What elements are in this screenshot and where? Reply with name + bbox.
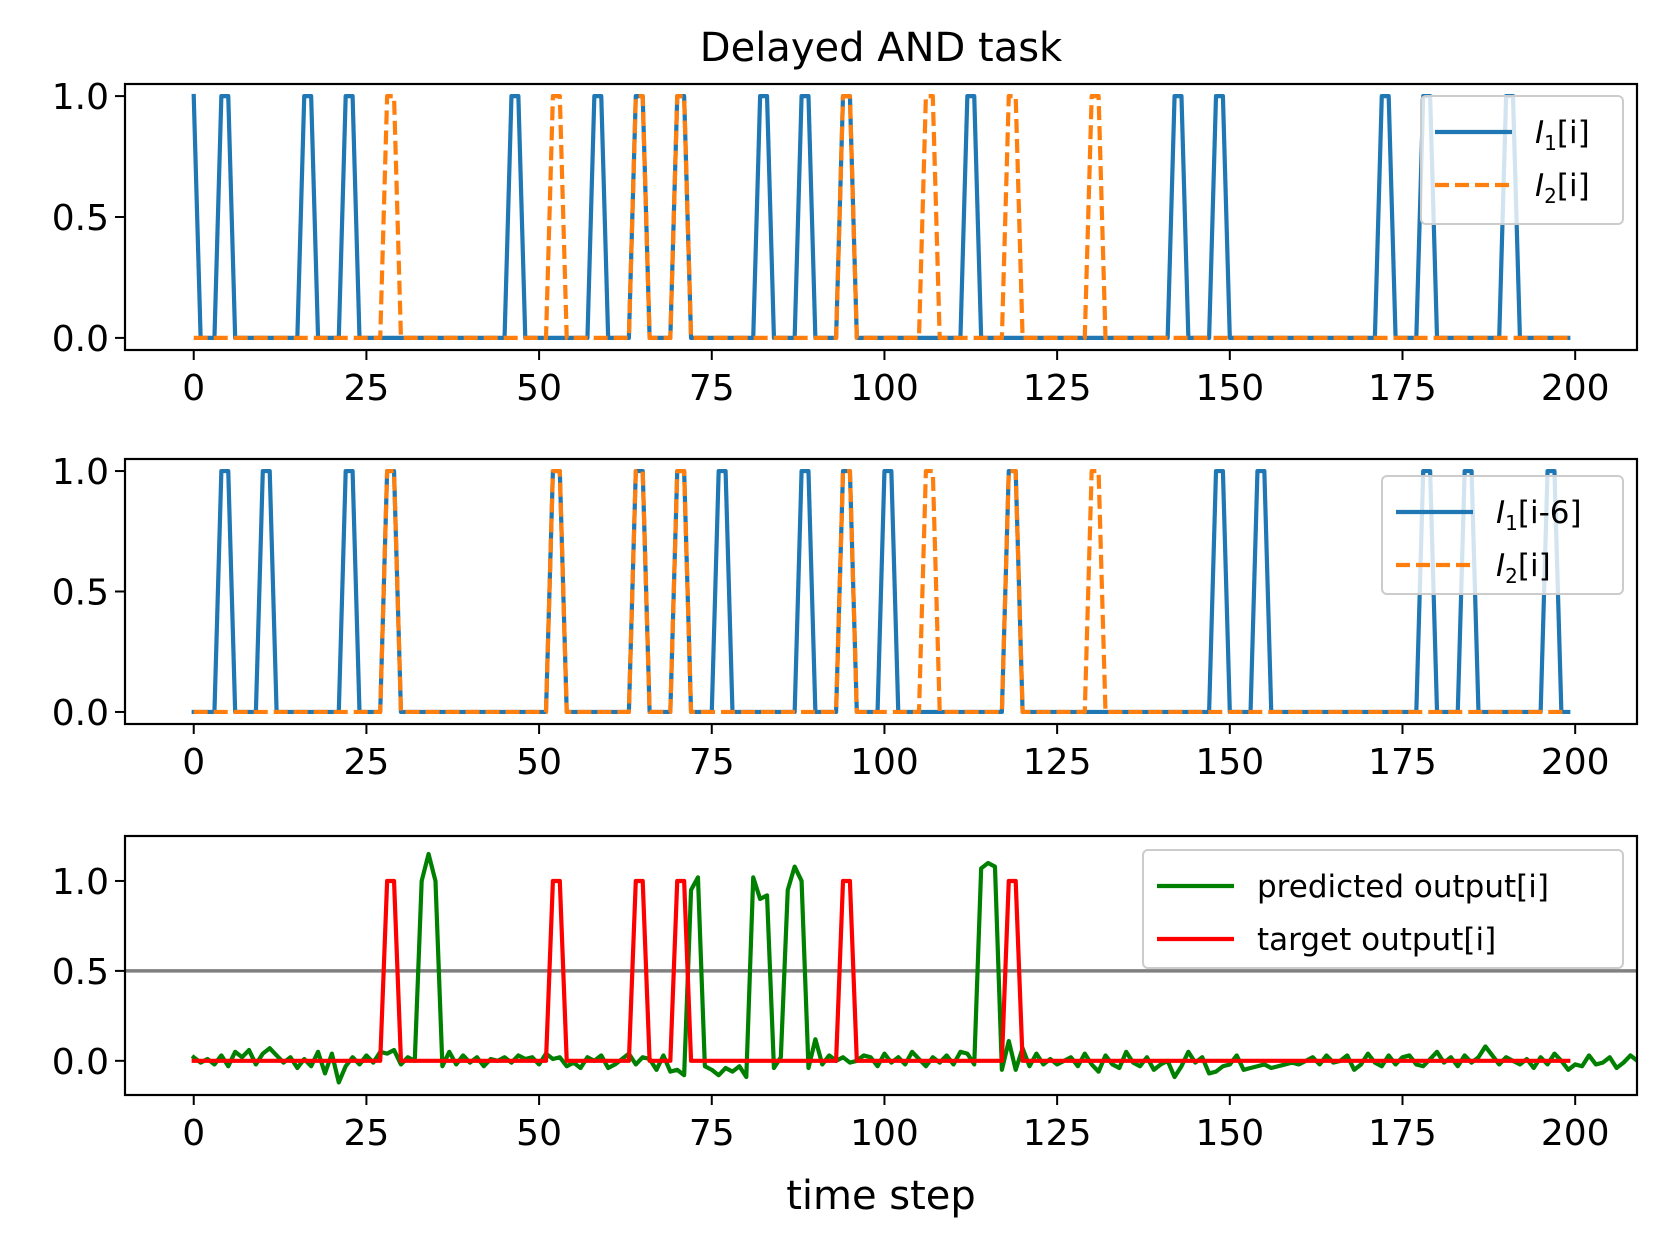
x-tick-label: 175 (1368, 368, 1437, 409)
x-tick-label: 0 (182, 1113, 205, 1154)
y-tick-label: 1.0 (52, 452, 109, 493)
legend-label: I2[i] (1535, 168, 1590, 208)
series-line-target-output-i (191, 878, 1571, 1063)
x-tick-label: 100 (850, 368, 919, 409)
legend-label: target output[i] (1257, 922, 1496, 958)
x-tick-label: 125 (1023, 742, 1092, 783)
panel-top: 0 25 50 75 100 125 150 175 200 0.0 0.5 1.0 I1[i] I2[i… (52, 77, 1639, 409)
x-tick-label: 175 (1368, 742, 1437, 783)
x-tick-label: 50 (516, 368, 562, 409)
legend-label: predicted output[i] (1257, 869, 1549, 905)
legend: I1[i-6] I2[i] (1381, 475, 1624, 595)
x-tick-label: 50 (516, 1113, 562, 1154)
y-tick-label: 1.0 (52, 77, 109, 118)
panel-middle: 0 25 50 75 100 125 150 175 200 0.0 0.5 1.0 I1[i-6] I2… (52, 452, 1639, 783)
legend-label: I1[i-6] (1496, 495, 1582, 535)
y-tick-label: 1.0 (52, 862, 109, 903)
x-tick-label: 75 (689, 742, 735, 783)
legend-label: I1[i] (1535, 115, 1590, 155)
x-tick-label: 100 (850, 742, 919, 783)
x-tick-label: 200 (1541, 368, 1610, 409)
legend-label: I2[i] (1496, 548, 1551, 588)
series-line-i2-i (193, 93, 1569, 341)
legend: I1[i] I2[i] (1420, 95, 1624, 225)
x-tick-label: 25 (344, 1113, 390, 1154)
x-tick-label: 25 (344, 742, 390, 783)
x-tick-label: 25 (344, 368, 390, 409)
x-tick-label: 125 (1023, 1113, 1092, 1154)
legend-box (1142, 849, 1624, 969)
x-tick-label: 0 (182, 742, 205, 783)
legend-box (1420, 95, 1624, 225)
x-tick-label: 50 (516, 742, 562, 783)
y-tick-label: 0.5 (52, 198, 109, 239)
series-line-i2-i (193, 468, 1569, 715)
x-tick-label: 150 (1195, 742, 1264, 783)
x-tick-label: 125 (1023, 368, 1092, 409)
y-tick-label: 0.0 (52, 693, 109, 734)
x-tick-label: 150 (1195, 368, 1264, 409)
legend: predicted output[i] target output[i] (1142, 849, 1624, 969)
x-tick-label: 200 (1541, 742, 1610, 783)
x-tick-label: 175 (1368, 1113, 1437, 1154)
x-tick-label: 150 (1195, 1113, 1264, 1154)
x-tick-label: 100 (850, 1113, 919, 1154)
x-tick-label: 200 (1541, 1113, 1610, 1154)
y-tick-label: 0.5 (52, 952, 109, 993)
y-tick-label: 0.5 (52, 573, 109, 614)
axes-frame (123, 834, 1639, 1097)
figure-title: Delayed AND task (700, 25, 1063, 71)
x-tick-label: 75 (689, 1113, 735, 1154)
x-tick-label: 75 (689, 368, 735, 409)
y-tick-label: 0.0 (52, 1042, 109, 1083)
x-axis-label: time step (786, 1173, 976, 1219)
y-tick-label: 0.0 (52, 319, 109, 360)
panel-bottom: 0 25 50 75 100 125 150 175 200 0.0 0.5 1.0 predicted… (52, 834, 1639, 1154)
x-tick-label: 0 (182, 368, 205, 409)
